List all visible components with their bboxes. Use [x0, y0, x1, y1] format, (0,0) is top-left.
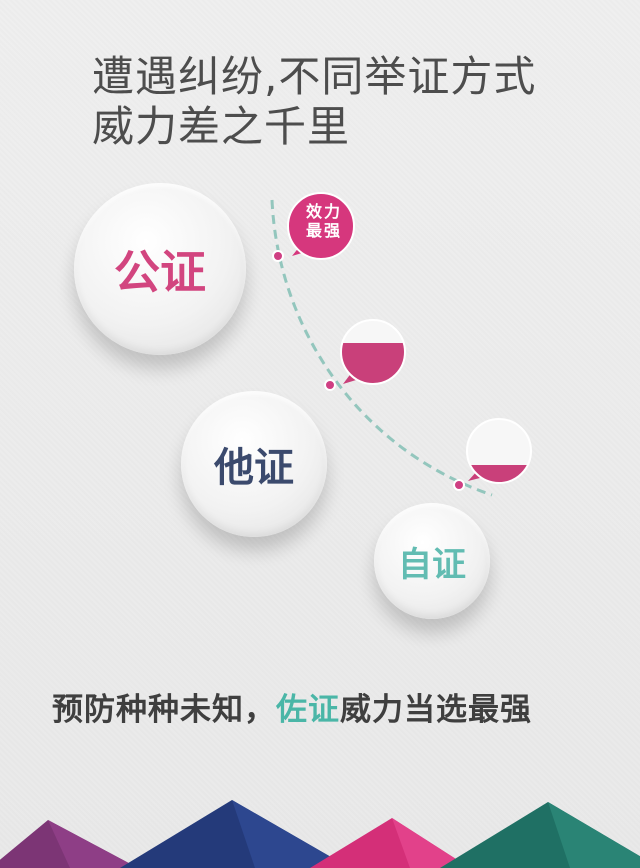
- circle-public-notary: 公证: [74, 183, 246, 355]
- headline: 遭遇纠纷,不同举证方式 威力差之千里: [92, 52, 536, 152]
- curve-dot-3: [453, 479, 465, 491]
- tagline-part-1: 预防种种未知，: [52, 692, 276, 728]
- mountain-purple-shade: [48, 820, 138, 868]
- mountain-magenta-shade: [392, 818, 470, 868]
- tagline-part-2: 威力当选最强: [340, 692, 532, 728]
- bubble-low: [466, 418, 532, 484]
- circle-other-label: 他证: [214, 445, 294, 491]
- mountain-navy-shade: [232, 800, 350, 868]
- tagline-highlight: 佐证: [276, 692, 340, 728]
- circle-public-label: 公证: [114, 245, 206, 299]
- circle-self-label: 自证: [398, 544, 466, 585]
- headline-line-2: 威力差之千里: [92, 102, 351, 151]
- circle-third-party: 他证: [181, 391, 327, 537]
- curve-dot-2: [324, 379, 336, 391]
- bubble-label-line-1: 效力: [305, 202, 342, 221]
- bubble-label: 效力 最强: [294, 202, 354, 240]
- bubble-label-line-2: 最强: [305, 221, 342, 240]
- curve-dot-1: [272, 250, 284, 262]
- tagline: 预防种种未知，佐证威力当选最强: [52, 684, 532, 729]
- circle-self-evidence: 自证: [374, 503, 490, 619]
- headline-line-1: 遭遇纠纷,不同举证方式: [92, 52, 537, 101]
- bubble-full: [287, 192, 355, 260]
- bottom-mountains: [0, 800, 640, 868]
- mountain-teal-shade: [548, 802, 640, 868]
- bubble-half: [340, 319, 406, 385]
